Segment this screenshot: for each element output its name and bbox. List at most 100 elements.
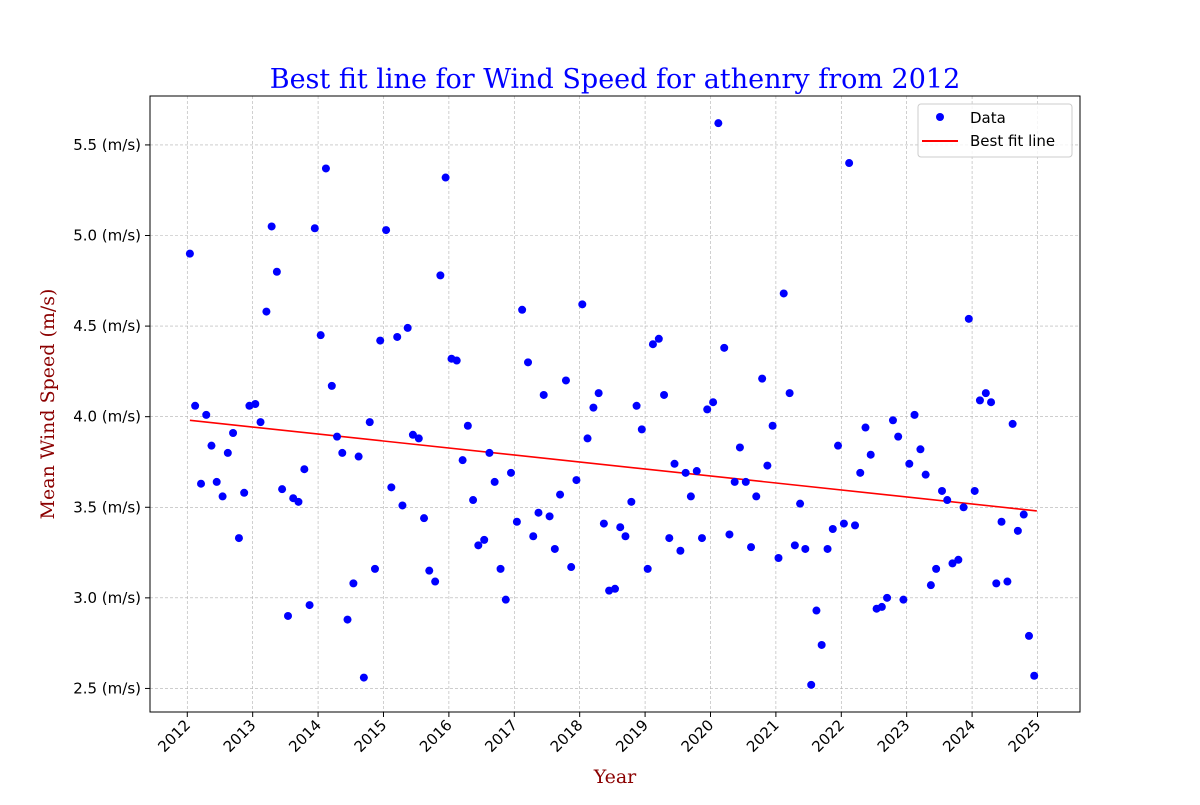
data-point	[959, 503, 968, 512]
data-point	[899, 595, 908, 604]
x-axis: 2012 2013 2014 2015 2016 2017 2018 2019 2020 2021…	[154, 712, 1044, 756]
x-tick-label: 2012	[154, 716, 194, 756]
data-point	[981, 389, 990, 398]
data-point	[932, 564, 941, 573]
data-point	[758, 374, 767, 383]
data-point	[916, 445, 925, 454]
data-point	[272, 267, 281, 276]
data-point	[229, 428, 238, 437]
data-point	[861, 423, 870, 432]
data-point	[463, 421, 472, 430]
data-point	[202, 410, 211, 419]
data-point	[856, 468, 865, 477]
data-point	[359, 673, 368, 682]
x-tick-label: 2019	[612, 716, 652, 756]
data-point	[660, 390, 669, 399]
data-point	[529, 532, 538, 541]
y-tick-label: 5.0 (m/s)	[73, 227, 141, 245]
y-tick-label: 2.5 (m/s)	[73, 679, 141, 697]
data-point	[267, 222, 276, 231]
data-point	[1003, 577, 1012, 586]
data-point	[654, 334, 663, 343]
data-point	[948, 559, 957, 568]
data-point	[790, 541, 799, 550]
data-point	[888, 416, 897, 425]
data-point	[578, 300, 587, 309]
y-tick-label: 5.5 (m/s)	[73, 136, 141, 154]
data-point	[735, 443, 744, 452]
x-tick-label: 2014	[285, 716, 325, 756]
data-point	[485, 448, 494, 457]
data-point	[621, 532, 630, 541]
legend-data-label: Data	[970, 109, 1006, 127]
data-point	[469, 496, 478, 505]
data-point	[975, 396, 984, 405]
data-point	[637, 425, 646, 434]
data-point	[338, 448, 347, 457]
data-point	[441, 173, 450, 182]
data-point	[839, 519, 848, 528]
data-point	[643, 564, 652, 573]
data-point	[420, 514, 429, 523]
data-point	[676, 546, 685, 555]
data-point	[730, 477, 739, 486]
data-point	[458, 456, 467, 465]
data-point	[425, 566, 434, 575]
data-point	[370, 564, 379, 573]
data-point	[354, 452, 363, 461]
data-point	[452, 356, 461, 365]
data-point	[234, 534, 243, 543]
data-point	[518, 305, 527, 314]
data-point	[256, 418, 265, 427]
data-point	[877, 602, 886, 611]
data-point	[894, 432, 903, 441]
data-point	[1008, 419, 1017, 428]
data-point	[741, 477, 750, 486]
data-point	[567, 563, 576, 572]
data-point	[212, 477, 221, 486]
data-point	[648, 340, 657, 349]
data-point	[686, 492, 695, 501]
data-point	[768, 421, 777, 430]
data-point	[747, 543, 756, 552]
data-point	[997, 517, 1006, 526]
data-point	[692, 467, 701, 476]
data-point	[823, 544, 832, 553]
x-axis-label: Year	[593, 766, 637, 788]
legend-data-marker	[936, 113, 944, 121]
data-point	[349, 579, 358, 588]
data-point	[703, 405, 712, 414]
data-point	[321, 164, 330, 173]
data-point	[376, 336, 385, 345]
data-point	[697, 534, 706, 543]
x-tick-label: 2021	[743, 716, 783, 756]
legend-fit-label: Best fit line	[970, 132, 1055, 150]
y-axis-label: Mean Wind Speed (m/s)	[37, 289, 59, 520]
data-point	[921, 470, 930, 479]
data-point	[834, 441, 843, 450]
data-point	[1013, 526, 1022, 535]
data-point	[616, 523, 625, 532]
data-point	[550, 544, 559, 553]
x-tick-label: 2023	[874, 716, 914, 756]
data-point	[845, 159, 854, 168]
data-point	[327, 381, 336, 390]
legend: Data Best fit line	[917, 103, 1073, 158]
data-point	[431, 577, 440, 586]
data-point	[665, 534, 674, 543]
data-point	[251, 400, 260, 408]
data-point	[507, 468, 516, 477]
data-point	[774, 554, 783, 562]
data-point	[474, 541, 483, 550]
data-point	[218, 492, 227, 501]
data-point	[589, 403, 598, 412]
data-point	[599, 519, 608, 528]
data-point	[883, 593, 892, 602]
data-point	[185, 249, 194, 258]
data-point	[828, 525, 837, 534]
data-point	[524, 358, 533, 367]
data-point	[970, 486, 979, 495]
y-tick-label: 3.5 (m/s)	[73, 498, 141, 516]
data-point	[801, 544, 810, 553]
